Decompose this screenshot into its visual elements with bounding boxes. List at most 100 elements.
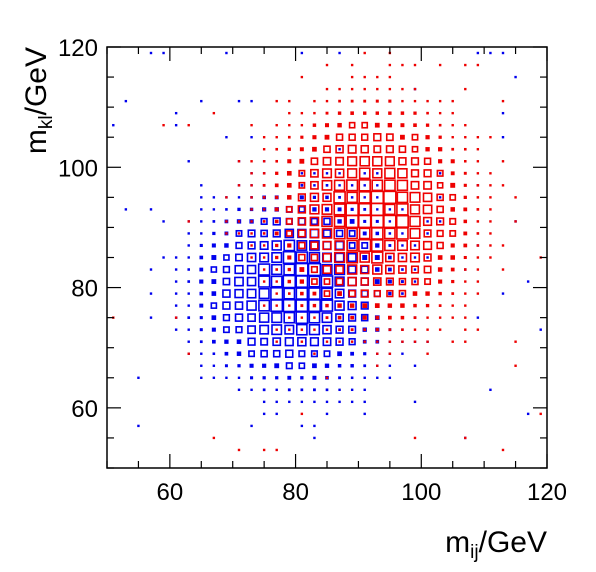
red-bin-box <box>375 99 379 103</box>
red-bin-box <box>397 168 408 179</box>
red-bin-box <box>312 291 317 296</box>
red-bin-box <box>375 111 379 115</box>
red-bin-box <box>436 241 444 250</box>
red-bin-box <box>288 328 291 331</box>
red-bin-box <box>383 214 397 229</box>
red-bin-box <box>362 303 368 308</box>
red-bin-box <box>423 253 432 262</box>
red-bin-box <box>286 170 292 176</box>
red-series-boxes <box>112 51 542 452</box>
red-bin-box <box>262 232 266 235</box>
red-bin-box <box>325 376 329 379</box>
red-bin-box <box>464 316 467 319</box>
blue-bin-box <box>363 364 367 368</box>
red-bin-box <box>309 216 320 227</box>
red-bin-box <box>250 123 253 127</box>
x-tick-label: 120 <box>527 479 567 506</box>
red-bin-box <box>376 75 379 79</box>
red-bin-box <box>262 268 266 271</box>
blue-bin-box <box>348 325 357 334</box>
blue-bin-box <box>259 324 270 335</box>
blue-bin-box <box>363 352 367 356</box>
blue-bin-box <box>325 195 329 200</box>
blue-bin-box <box>224 364 228 368</box>
red-bin-box <box>387 122 393 128</box>
red-bin-box <box>514 364 517 367</box>
red-bin-box <box>539 412 542 416</box>
blue-bin-box <box>320 299 334 312</box>
blue-bin-box <box>162 220 165 223</box>
blue-bin-box <box>260 229 268 238</box>
blue-bin-box <box>298 350 306 358</box>
red-bin-box <box>346 191 358 204</box>
red-bin-box <box>476 184 480 187</box>
blue-bin-box <box>539 328 542 331</box>
red-bin-box <box>449 229 457 237</box>
red-bin-box <box>275 195 279 199</box>
blue-bin-box <box>225 376 228 379</box>
red-bin-box <box>401 87 404 91</box>
blue-bin-box <box>338 148 341 151</box>
red-bin-box <box>489 256 492 259</box>
blue-bin-box <box>222 289 231 298</box>
red-bin-box <box>451 136 454 139</box>
blue-bin-box <box>334 240 345 251</box>
blue-bin-box <box>338 184 341 187</box>
blue-bin-box <box>347 300 357 311</box>
red-bin-box <box>388 63 392 67</box>
blue-bin-box <box>295 299 309 313</box>
red-bin-box <box>476 148 480 151</box>
blue-bin-box <box>287 375 292 380</box>
red-bin-box <box>325 63 329 67</box>
red-bin-box <box>449 217 457 225</box>
blue-bin-box <box>312 195 317 199</box>
red-bin-box <box>476 292 480 295</box>
red-bin-box <box>438 123 442 127</box>
blue-bin-box <box>200 196 203 199</box>
blue-bin-box <box>258 312 270 323</box>
blue-bin-box <box>149 292 153 295</box>
blue-bin-box <box>363 207 367 211</box>
red-bin-box <box>374 303 380 308</box>
blue-bin-box <box>363 172 366 175</box>
red-bin-box <box>262 160 266 163</box>
red-bin-box <box>463 207 468 212</box>
blue-bin-box <box>401 268 404 271</box>
blue-bin-box <box>282 298 296 313</box>
red-bin-box <box>297 193 306 202</box>
blue-bin-box <box>200 376 203 379</box>
red-bin-box <box>463 219 468 224</box>
red-bin-box <box>274 183 279 188</box>
red-bin-box <box>275 280 278 283</box>
blue-bin-box <box>309 228 320 239</box>
x-axis-title-sub: ij <box>470 542 478 563</box>
red-bin-box <box>347 144 357 154</box>
red-bin-box <box>489 208 492 211</box>
red-bin-box <box>358 167 371 180</box>
blue-bin-box <box>350 376 354 380</box>
red-bin-box <box>450 207 455 212</box>
red-bin-box <box>346 179 359 192</box>
blue-bin-box <box>262 412 266 416</box>
red-bin-box <box>300 135 304 139</box>
plot-frame <box>106 46 548 469</box>
blue-bin-box <box>275 412 278 416</box>
red-bin-box <box>325 99 329 103</box>
blue-bin-box <box>283 239 296 252</box>
blue-bin-box <box>363 412 366 416</box>
red-bin-box <box>288 304 291 307</box>
blue-bin-box <box>260 217 268 226</box>
blue-bin-box <box>348 338 356 346</box>
red-bin-box <box>476 220 480 223</box>
red-bin-box <box>384 156 396 167</box>
red-bin-box <box>413 123 417 127</box>
blue-bin-box <box>350 196 354 199</box>
blue-bin-box <box>300 183 304 187</box>
red-bin-box <box>422 216 433 227</box>
red-bin-box <box>384 252 395 263</box>
blue-bin-box <box>212 231 216 236</box>
red-bin-box <box>333 251 346 264</box>
blue-bin-box <box>347 265 357 274</box>
blue-bin-box <box>212 208 216 211</box>
red-bin-box <box>501 244 505 247</box>
